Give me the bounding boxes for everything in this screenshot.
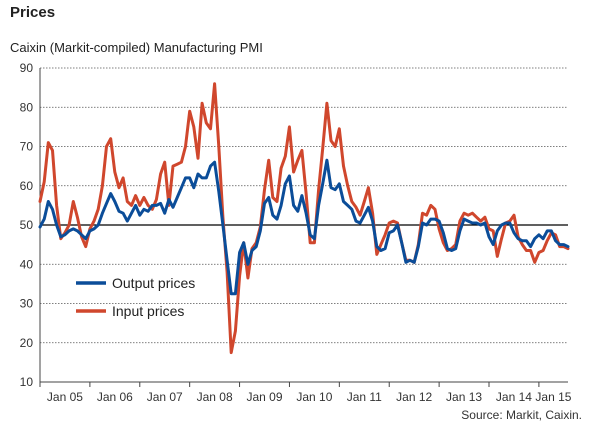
chart-title: Prices [10,4,56,21]
y-tick-label: 80 [20,100,34,114]
y-axis: 10 20 30 40 50 60 70 80 90 [20,61,41,389]
series-lines [38,82,570,355]
x-tick-label: Jan 14 [496,390,532,404]
x-axis: Jan 05 Jan 06 Jan 07 Jan 08 Jan 09 Jan 10 Jan … [39,381,572,404]
x-tick-label: Jan 05 [47,390,83,404]
x-tick-label: Jan 13 [446,390,482,404]
legend: Output prices Input prices [76,275,195,319]
series-line-output-prices [38,158,570,296]
legend-label: Input prices [112,303,184,319]
source-note: Source: Markit, Caixin. [461,408,582,422]
x-tick-label: Jan 07 [147,390,183,404]
x-tick-label: Jan 06 [97,390,133,404]
y-tick-label: 40 [20,257,34,271]
y-tick-label: 70 [20,140,34,154]
y-tick-label: 50 [20,218,34,232]
y-tick-label: 90 [20,61,34,75]
x-tick-label: Jan 09 [246,390,282,404]
x-tick-label: Jan 11 [347,390,382,404]
series-line-input-prices [38,82,570,355]
y-tick-label: 10 [20,375,34,389]
x-tick-label: Jan 08 [197,390,233,404]
x-tick-label: Jan 12 [396,390,432,404]
y-tick-label: 30 [20,297,34,311]
x-tick-label: Jan 15 [535,390,571,404]
chart-subtitle: Caixin (Markit-compiled) Manufacturing P… [10,40,263,55]
x-tick-label: Jan 10 [296,390,332,404]
legend-label: Output prices [112,275,195,291]
y-tick-label: 60 [20,179,34,193]
y-tick-label: 20 [20,336,34,350]
